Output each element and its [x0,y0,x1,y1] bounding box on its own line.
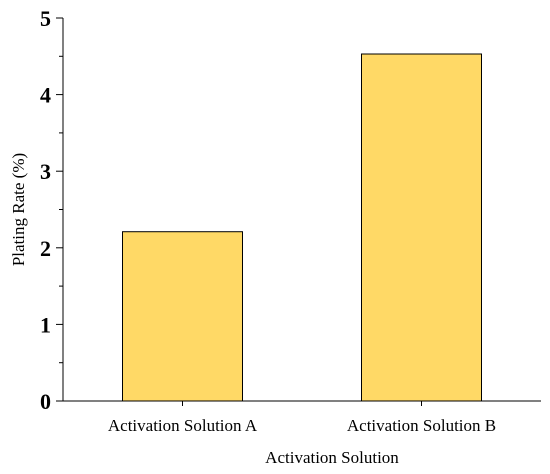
y-tick-label: 4 [40,83,51,108]
bar [122,231,243,402]
y-tick-label: 2 [40,236,51,261]
x-tick-label: Activation Solution A [108,416,258,435]
bar [361,53,482,402]
y-axis-ticks: 0 1 2 3 4 5 [40,6,63,414]
y-axis-title: Plating Rate (%) [9,153,28,266]
x-tick-label: Activation Solution B [347,416,496,435]
x-axis-title: Activation Solution [265,448,399,467]
bars [122,53,482,402]
x-axis-tick-labels: Activation Solution A Activation Solution… [108,401,496,435]
y-tick-label: 5 [40,6,51,31]
y-tick-label: 1 [40,312,51,337]
y-tick-label: 0 [40,389,51,414]
y-tick-label: 3 [40,159,51,184]
